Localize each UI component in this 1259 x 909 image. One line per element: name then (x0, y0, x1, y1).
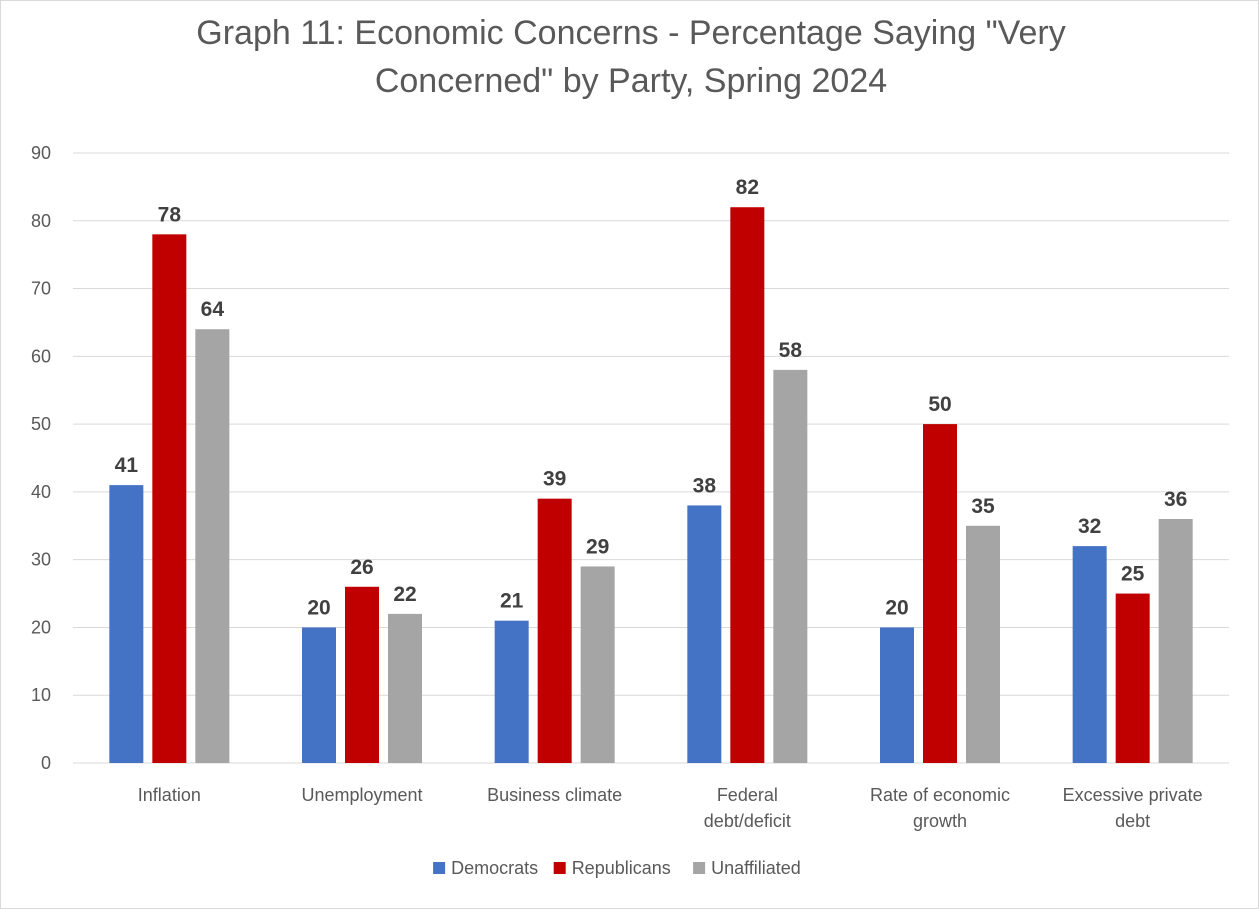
bars (109, 207, 1193, 764)
bar-democrats (494, 620, 529, 763)
bar-republicans (923, 424, 957, 763)
data-label: 50 (928, 393, 951, 416)
bar-republicans (152, 234, 187, 764)
data-label: 58 (779, 339, 803, 362)
y-tick-label: 60 (31, 346, 51, 366)
gridlines (73, 152, 1229, 764)
y-tick-label: 80 (31, 211, 51, 231)
y-tick-label: 30 (31, 550, 51, 570)
data-label: 35 (971, 495, 995, 518)
data-label: 25 (1121, 563, 1145, 586)
bar-republicans (730, 207, 765, 763)
y-tick-label: 10 (31, 685, 51, 705)
y-tick-label: 0 (41, 753, 51, 773)
bar-republicans (537, 498, 572, 763)
y-tick-label: 40 (31, 482, 51, 502)
data-labels: 41 78 64 20 26 22 21 39 29 38 82 58 20 50 35 32 25 36 (115, 176, 1188, 619)
data-label: 38 (693, 474, 717, 497)
data-label: 82 (736, 176, 759, 199)
legend-label: Democrats (451, 858, 538, 878)
x-category-label: Inflation (138, 785, 201, 805)
x-category-label: growth (913, 811, 967, 831)
bar-republicans (1115, 593, 1150, 763)
data-label: 78 (158, 203, 182, 226)
bar-unaffiliated (580, 566, 615, 763)
legend: Democrats Republicans Unaffiliated (433, 858, 801, 878)
data-label: 20 (885, 596, 908, 619)
legend-swatch-democrats (433, 862, 446, 874)
y-axis-ticks: 0 10 20 30 40 50 60 70 80 90 (31, 143, 51, 773)
bar-democrats (109, 485, 144, 763)
bar-unaffiliated (195, 329, 230, 763)
bar-unaffiliated (388, 613, 422, 763)
bar-democrats (687, 505, 722, 763)
data-label: 20 (307, 596, 330, 619)
x-category-label: Excessive private (1063, 785, 1203, 805)
y-tick-label: 90 (31, 143, 51, 163)
x-category-label: debt/deficit (704, 811, 791, 831)
x-category-label: Business climate (487, 785, 622, 805)
data-label: 39 (543, 468, 566, 491)
chart-title: Graph 11: Economic Concerns - Percentage… (196, 14, 1066, 100)
data-label: 29 (586, 535, 609, 558)
y-tick-label: 70 (31, 279, 51, 299)
legend-swatch-unaffiliated (693, 862, 706, 874)
bar-unaffiliated (773, 369, 808, 763)
data-label: 36 (1164, 488, 1187, 511)
data-label: 22 (393, 583, 416, 606)
bar-democrats (302, 627, 336, 763)
data-label: 26 (350, 556, 373, 579)
data-label: 41 (115, 454, 139, 477)
bar-unaffiliated (966, 525, 1000, 763)
legend-swatch-republicans (553, 862, 566, 874)
x-category-label: Unemployment (301, 785, 422, 805)
legend-label: Republicans (572, 858, 671, 878)
x-axis-categories: Inflation Unemployment Business climate Fed… (138, 785, 1203, 831)
bar-democrats (880, 627, 914, 763)
bar-democrats (1072, 546, 1107, 763)
data-label: 64 (201, 298, 225, 321)
data-label: 21 (500, 590, 524, 613)
data-label: 32 (1078, 515, 1101, 538)
x-category-label: debt (1115, 811, 1150, 831)
bar-unaffiliated (1158, 519, 1193, 763)
x-category-label: Federal (717, 785, 778, 805)
legend-label: Unaffiliated (711, 858, 801, 878)
x-category-label: Rate of economic (870, 785, 1010, 805)
y-tick-label: 50 (31, 414, 51, 434)
y-tick-label: 20 (31, 617, 51, 637)
bar-republicans (345, 586, 379, 763)
